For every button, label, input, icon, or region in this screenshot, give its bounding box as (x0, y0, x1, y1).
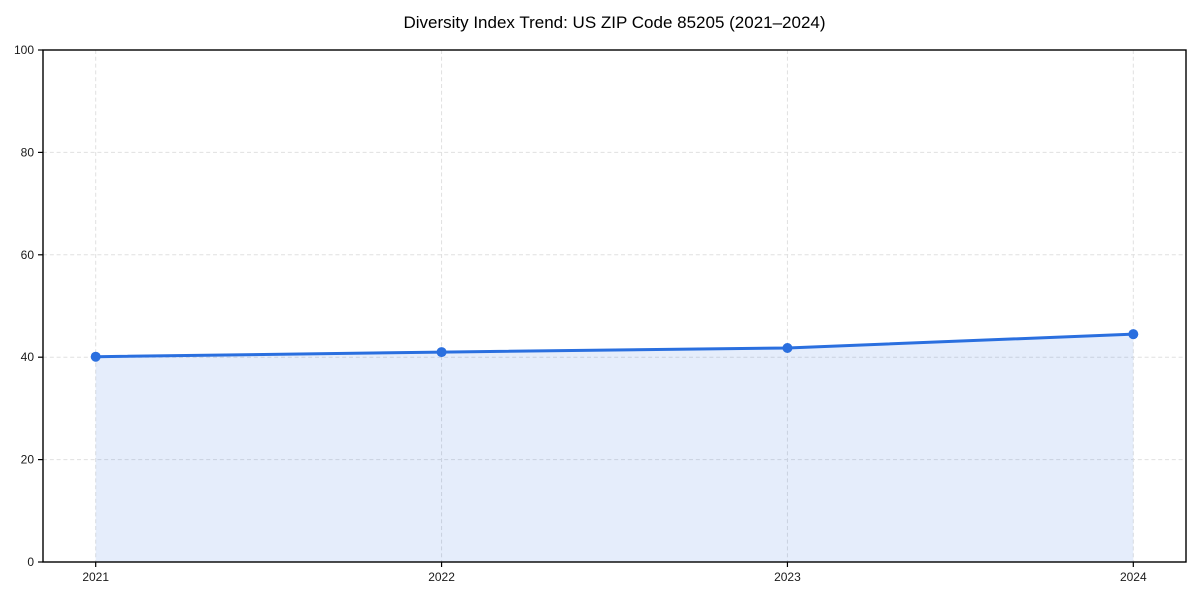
x-tick-label: 2021 (82, 570, 109, 584)
area-fill (95, 334, 1134, 562)
y-tick-label: 40 (21, 350, 35, 364)
y-tick-label: 20 (21, 453, 35, 467)
data-point-marker (436, 347, 447, 358)
y-tick-label: 100 (14, 43, 34, 57)
x-tick-label: 2023 (774, 570, 801, 584)
y-tick-label: 60 (21, 248, 35, 262)
chart-title: Diversity Index Trend: US ZIP Code 85205… (403, 13, 826, 32)
y-tick-label: 0 (27, 555, 34, 569)
plot-border (42, 49, 1187, 563)
data-point-marker (782, 342, 793, 353)
y-tick-label: 80 (21, 145, 35, 159)
x-tick-label: 2024 (1120, 570, 1147, 584)
trend-line (94, 332, 1135, 359)
data-point-marker (1128, 329, 1139, 340)
x-tick-label: 2022 (428, 570, 455, 584)
data-point-marker (90, 351, 101, 362)
